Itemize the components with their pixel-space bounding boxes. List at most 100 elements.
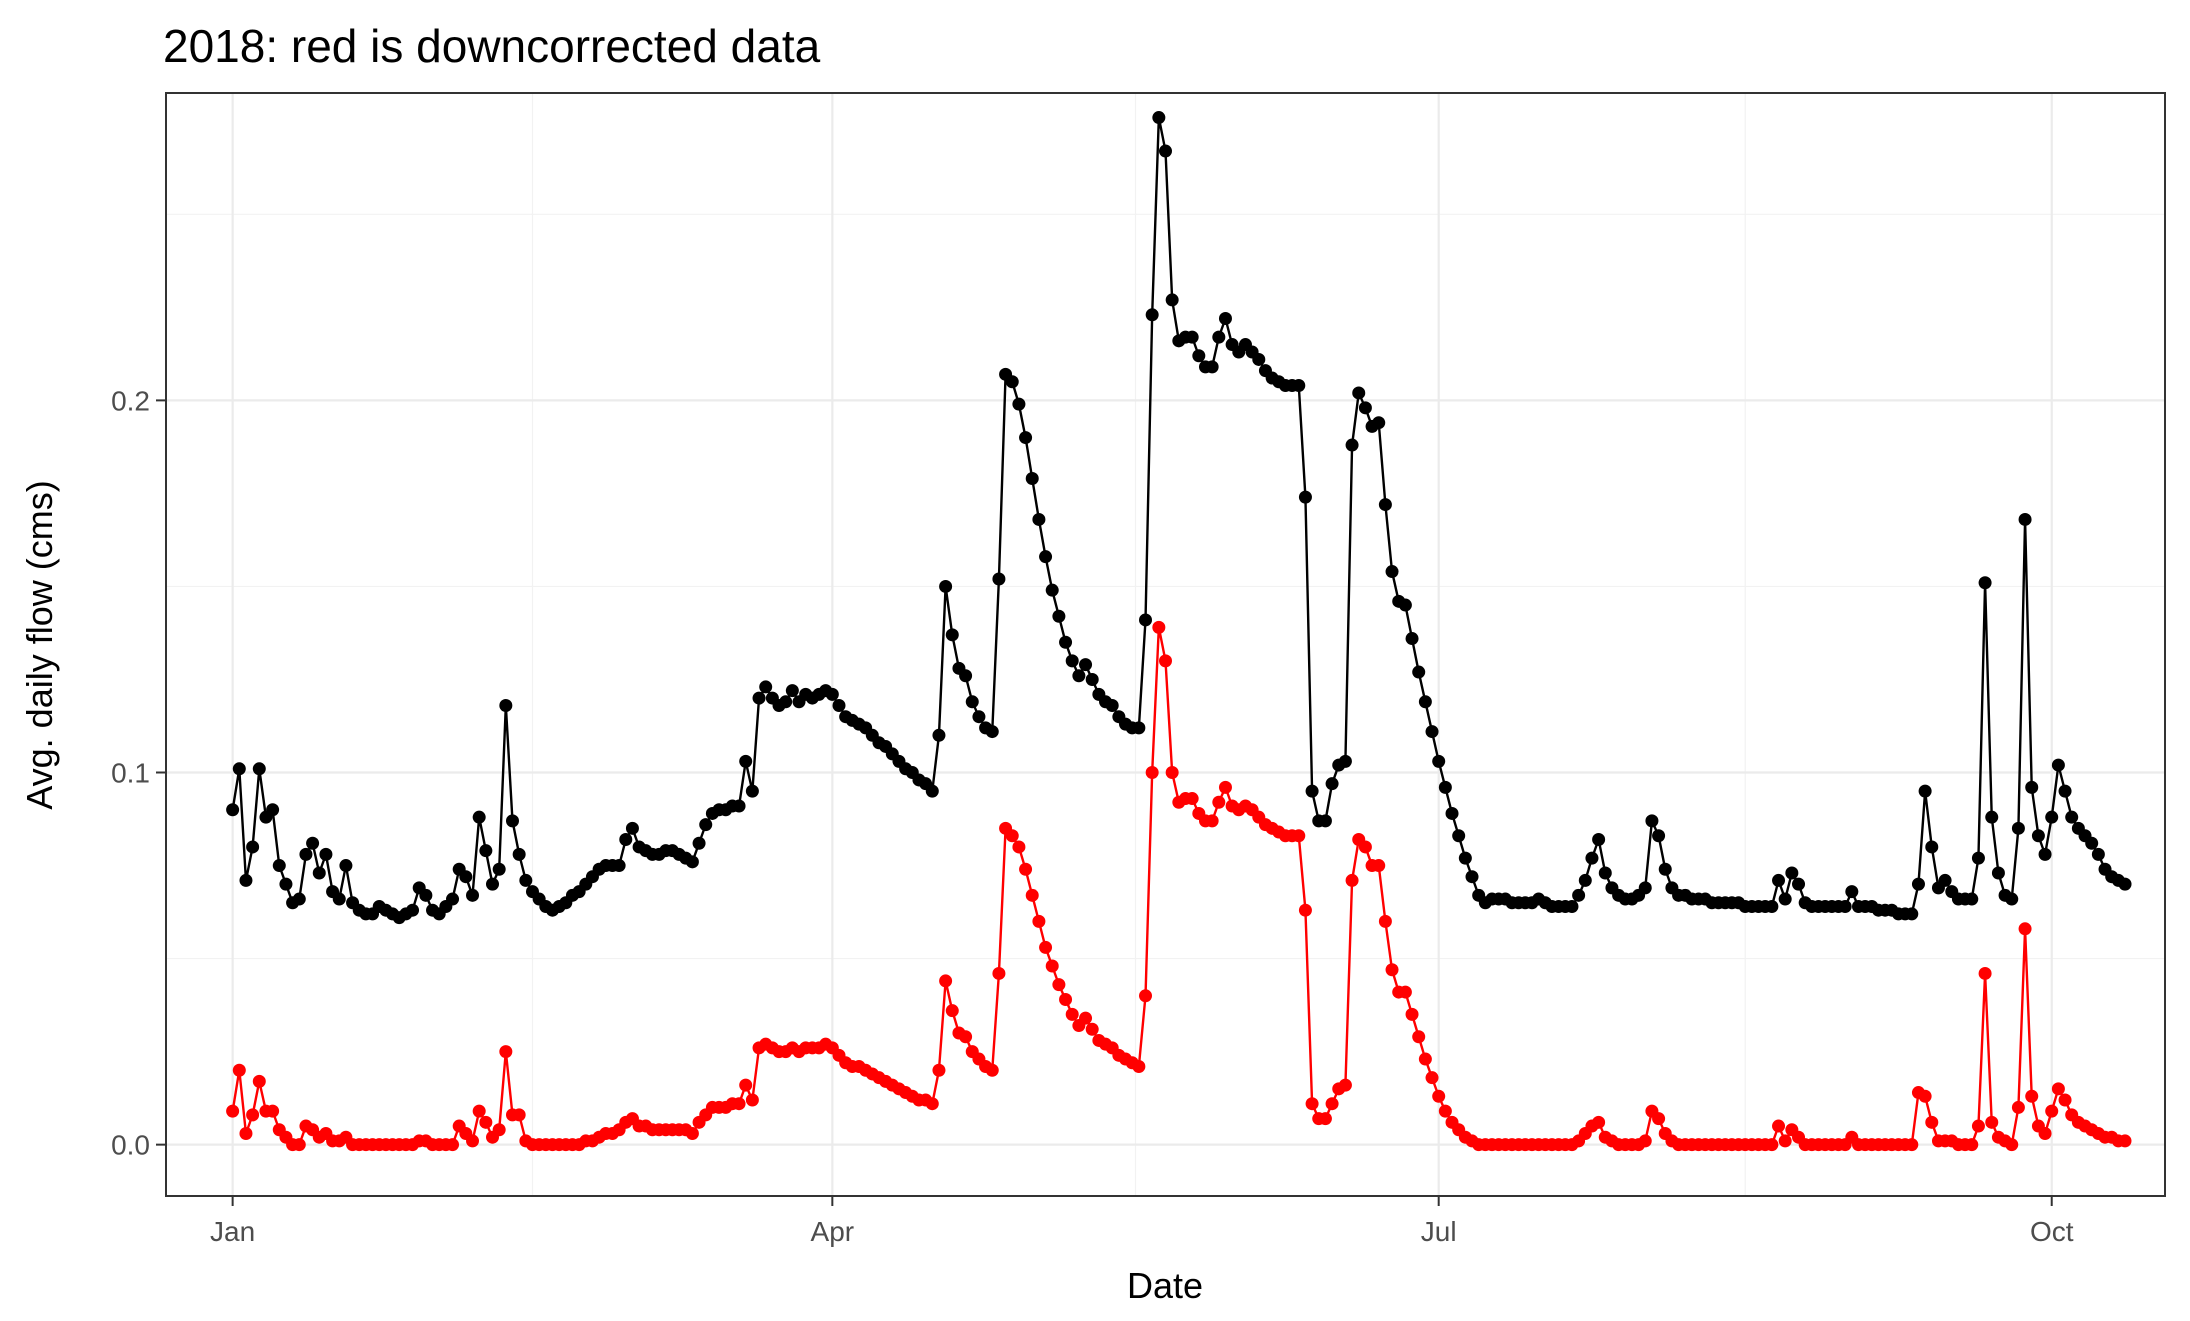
data-point bbox=[1105, 699, 1119, 713]
data-point bbox=[1045, 959, 1059, 973]
data-point bbox=[732, 1097, 746, 1111]
data-point bbox=[1765, 1138, 1779, 1152]
y-tick-label: 0.2 bbox=[111, 385, 150, 416]
plot-panel-border bbox=[165, 92, 2166, 1197]
data-point bbox=[2018, 922, 2032, 936]
data-point bbox=[759, 680, 773, 694]
data-point bbox=[1325, 1097, 1339, 1111]
x-tick-label: Jan bbox=[210, 1216, 255, 1247]
data-point bbox=[486, 877, 499, 891]
y-tick-label: 0.1 bbox=[111, 758, 150, 789]
data-point bbox=[2005, 1138, 2019, 1152]
data-point bbox=[1252, 352, 1266, 366]
data-point bbox=[1778, 1134, 1792, 1148]
data-point bbox=[2011, 821, 2025, 835]
data-point bbox=[1465, 870, 1479, 884]
data-point bbox=[1345, 438, 1359, 452]
data-point bbox=[479, 844, 493, 858]
data-point bbox=[1318, 1112, 1332, 1126]
data-point bbox=[2051, 758, 2065, 772]
data-point bbox=[1039, 940, 1053, 954]
data-point bbox=[945, 1004, 959, 1018]
data-point bbox=[2031, 829, 2045, 843]
data-point bbox=[2065, 810, 2079, 824]
data-point bbox=[752, 691, 766, 705]
data-point bbox=[1772, 873, 1786, 887]
data-point bbox=[1925, 1115, 1939, 1129]
data-point bbox=[1139, 613, 1153, 627]
data-point bbox=[1978, 966, 1992, 980]
data-point bbox=[625, 821, 639, 835]
data-point bbox=[1645, 814, 1659, 828]
data-point bbox=[2038, 847, 2052, 861]
data-point bbox=[1152, 620, 1166, 634]
data-point bbox=[1905, 907, 1919, 921]
data-point bbox=[1965, 1138, 1979, 1152]
data-point bbox=[832, 699, 846, 713]
data-point bbox=[2038, 1126, 2052, 1140]
data-point bbox=[246, 840, 260, 854]
data-point bbox=[992, 966, 1006, 980]
data-point bbox=[1398, 985, 1412, 999]
data-point bbox=[985, 725, 999, 739]
data-point bbox=[1378, 914, 1392, 928]
data-point bbox=[272, 859, 286, 873]
data-point bbox=[932, 1063, 946, 1077]
data-point bbox=[266, 803, 280, 817]
data-point bbox=[2018, 512, 2032, 526]
data-point bbox=[1578, 873, 1592, 887]
grid-major bbox=[166, 93, 2165, 1196]
data-point bbox=[1025, 888, 1039, 902]
data-point bbox=[1019, 431, 1033, 445]
data-point bbox=[2118, 877, 2132, 891]
data-point bbox=[1185, 792, 1199, 806]
data-point bbox=[1325, 777, 1339, 791]
data-point bbox=[1012, 840, 1026, 854]
data-point bbox=[945, 628, 959, 642]
data-point bbox=[1658, 862, 1672, 876]
data-point bbox=[446, 892, 460, 906]
data-point bbox=[519, 873, 533, 887]
data-point bbox=[1385, 565, 1399, 579]
data-point bbox=[1079, 658, 1093, 672]
data-point bbox=[1052, 609, 1066, 623]
data-point bbox=[512, 847, 526, 861]
data-point bbox=[785, 684, 799, 698]
data-point bbox=[1425, 1071, 1439, 1085]
data-point bbox=[779, 695, 793, 709]
data-point bbox=[739, 1078, 753, 1092]
data-point bbox=[466, 888, 480, 902]
data-point bbox=[925, 784, 939, 798]
chart-title: 2018: red is downcorrected data bbox=[163, 20, 821, 72]
data-point bbox=[1905, 1138, 1919, 1152]
data-point bbox=[1412, 1030, 1426, 1044]
y-tick-label: 0.0 bbox=[111, 1130, 150, 1161]
data-point bbox=[1372, 416, 1386, 430]
data-point bbox=[226, 803, 240, 817]
data-point bbox=[932, 728, 946, 742]
data-point bbox=[1358, 401, 1372, 415]
data-point bbox=[299, 847, 313, 861]
data-point bbox=[1778, 892, 1792, 906]
data-point bbox=[232, 762, 246, 776]
data-point bbox=[292, 1138, 306, 1152]
data-point bbox=[1985, 1115, 1999, 1129]
data-point bbox=[2058, 784, 2072, 798]
data-point bbox=[1065, 654, 1079, 668]
data-point bbox=[1338, 754, 1352, 768]
data-point bbox=[339, 859, 353, 873]
data-point bbox=[446, 1138, 460, 1152]
y-axis-title: Avg. daily flow (cms) bbox=[19, 480, 60, 809]
data-point bbox=[2051, 1082, 2065, 1096]
data-point bbox=[1132, 721, 1146, 735]
data-point bbox=[499, 699, 513, 713]
data-point bbox=[685, 1126, 699, 1140]
data-point bbox=[1305, 1097, 1319, 1111]
data-point bbox=[1212, 795, 1226, 809]
data-point bbox=[1025, 472, 1039, 486]
data-point bbox=[739, 754, 753, 768]
data-point bbox=[1032, 914, 1046, 928]
data-point bbox=[1005, 375, 1019, 389]
data-point bbox=[1971, 851, 1985, 865]
